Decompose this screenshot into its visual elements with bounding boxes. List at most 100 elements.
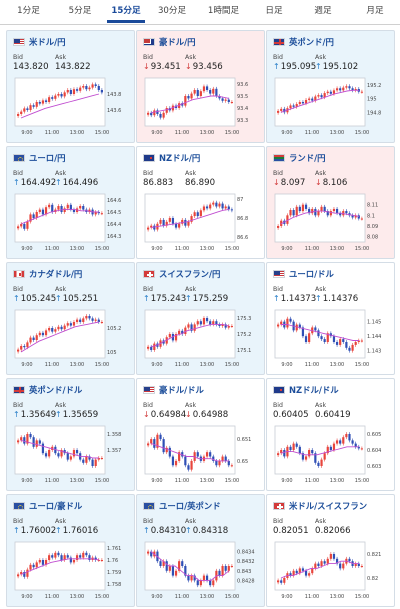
candle-body: [69, 323, 72, 326]
y-tick-label: 143.6: [107, 108, 121, 114]
candle-body: [75, 555, 79, 560]
candle-body: [69, 204, 72, 210]
candle-body: [345, 434, 348, 438]
tab-2[interactable]: 15分足: [103, 0, 149, 24]
card-header: ユーロ/円: [13, 152, 66, 164]
x-tick-label: 9:00: [21, 362, 32, 368]
currency-pair-link[interactable]: 豪ドル/ドル: [159, 385, 204, 395]
bid-label: Bid: [273, 518, 283, 525]
ask-value: 0.82066: [315, 526, 351, 536]
candle-body: [159, 434, 162, 440]
tab-5[interactable]: 日足: [265, 6, 283, 16]
candle-body: [82, 318, 85, 322]
currency-pair-link[interactable]: ユーロ/ドル: [289, 269, 334, 279]
rate-card-cadjpy[interactable]: カナダドル/円 Bid ↑105.245 Ask ↑105.251 105.2 105 9:0…: [6, 262, 135, 375]
y-tick-label: 93.3: [237, 118, 248, 124]
tab-7[interactable]: 月足: [366, 6, 384, 16]
y-tick-label: 1.761: [107, 546, 121, 552]
candle-body: [212, 456, 215, 461]
flag-us-icon: [13, 38, 25, 46]
candle-body: [320, 459, 323, 466]
x-tick-label: 15:00: [355, 246, 369, 252]
candle-body: [79, 87, 82, 91]
x-tick-label: 13:00: [200, 130, 214, 136]
bid-label: Bid: [273, 286, 283, 293]
currency-pair-link[interactable]: 英ポンド/ドル: [29, 385, 83, 395]
rate-card-gbpusd[interactable]: 英ポンド/ドル Bid ↑1.35649 Ask ↑1.35659 1.358 1.357 9…: [6, 378, 135, 491]
candle-body: [184, 219, 187, 226]
y-tick-label: 0.604: [367, 448, 381, 454]
candle-body: [196, 321, 199, 325]
candle-body: [345, 211, 348, 214]
arrow-down-icon: ↓: [185, 410, 192, 419]
currency-pair-link[interactable]: カナダドル/円: [29, 269, 83, 279]
rate-card-audjpy[interactable]: 豪ドル/円 Bid ↓93.451 Ask ↓93.456 93.6 93.5 93.4 93.…: [136, 30, 265, 143]
x-tick-label: 11:00: [175, 362, 189, 368]
currency-pair-link[interactable]: NZドル/円: [159, 153, 201, 163]
candle-body: [153, 343, 156, 350]
rate-card-audusd[interactable]: 豪ドル/ドル Bid ↓0.64984 Ask ↓0.64988 0.651 0.65 9:0…: [136, 378, 265, 491]
candle-body: [335, 440, 339, 444]
currency-pair-link[interactable]: スイスフラン/円: [159, 269, 221, 279]
rate-card-zarjpy[interactable]: ランド/円 Bid ↓8.097 Ask ↓8.106 8.11 8.1 8.09 8.08 9:…: [266, 146, 395, 259]
candle-body: [97, 212, 100, 214]
candle-body: [159, 561, 162, 566]
arrow-up-icon: ↑: [13, 410, 20, 419]
tab-6[interactable]: 週足: [314, 6, 332, 16]
tab-3[interactable]: 30分足: [157, 6, 187, 16]
rate-card-eurgbp[interactable]: ユーロ/英ポンド Bid ↑0.84310 Ask ↑0.84318 0.8434 0.84…: [136, 494, 265, 607]
rate-card-nzdjpy[interactable]: NZドル/円 Bid 86.883 Ask 86.890 87 86.8 86.6 9:00 11…: [136, 146, 265, 259]
candle-body: [357, 563, 360, 566]
candle-body: [150, 346, 153, 350]
bid-label: Bid: [13, 54, 23, 61]
bid-label: Bid: [13, 402, 23, 409]
candle-body: [174, 223, 178, 228]
bid-price: ↓93.451: [143, 62, 181, 72]
rate-card-usdjpy[interactable]: 米ドル/円 Bid 143.820 Ask 143.822 143.8 143.6 9:00 1…: [6, 30, 135, 143]
currency-pair-link[interactable]: 米ドル/スイスフラン: [289, 501, 368, 511]
rate-card-nzdusd[interactable]: NZドル/ドル Bid 0.60405 Ask 0.60419 0.605 0.604 0.6…: [266, 378, 395, 491]
rate-card-usdchf[interactable]: 米ドル/スイスフラン Bid 0.82051 Ask 0.82066 0.821 0.82 9…: [266, 494, 395, 607]
currency-pair-link[interactable]: 米ドル/円: [29, 37, 66, 47]
candle-body: [357, 215, 360, 219]
candle-body: [75, 89, 79, 91]
bid-label: Bid: [13, 286, 23, 293]
currency-pair-link[interactable]: ランド/円: [289, 153, 326, 163]
ask-price: 143.822: [55, 62, 91, 72]
candle-body: [41, 209, 45, 215]
y-tick-label: 93.4: [237, 106, 248, 112]
currency-pair-link[interactable]: 英ポンド/円: [289, 37, 334, 47]
currency-pair-link[interactable]: ユーロ/円: [29, 153, 66, 163]
tab-4[interactable]: 1時間足: [207, 6, 240, 16]
candle-body: [184, 327, 187, 334]
candle-body: [221, 456, 224, 461]
candle-body: [360, 566, 363, 567]
arrow-down-icon: ↓: [185, 62, 192, 71]
candle-body: [209, 580, 212, 586]
currency-pair-link[interactable]: ユーロ/英ポンド: [159, 501, 221, 511]
ask-value: 0.84318: [192, 526, 229, 536]
currency-pair-link[interactable]: NZドル/ドル: [289, 385, 339, 395]
y-tick-label: 1.143: [367, 349, 381, 355]
candle-body: [301, 568, 305, 571]
currency-pair-link[interactable]: ユーロ/豪ドル: [29, 501, 83, 511]
rate-card-eurusd[interactable]: ユーロ/ドル Bid ↑1.14373 Ask ↑1.14376 1.145 1.144 1.…: [266, 262, 395, 375]
x-tick-label: 15:00: [225, 362, 239, 368]
ask-label: Ask: [315, 518, 327, 525]
rate-card-eurjpy[interactable]: ユーロ/円 Bid ↑164.492 Ask ↑164.496 164.6 164.5 164…: [6, 146, 135, 259]
rate-card-euraud[interactable]: ユーロ/豪ドル Bid ↑1.76002 Ask ↑1.76016 1.761 1.76 1.…: [6, 494, 135, 607]
candle-body: [277, 226, 280, 228]
candle-body: [202, 575, 206, 581]
candle-body: [301, 453, 305, 460]
y-tick-label: 105.2: [107, 326, 121, 332]
rate-card-gbpjpy[interactable]: 英ポンド/円 Bid ↑195.095 Ask ↑195.102 195.2 195 194.…: [266, 30, 395, 143]
arrow-up-icon: ↑: [143, 294, 150, 303]
ask-label: Ask: [185, 402, 197, 409]
rate-card-chfjpy[interactable]: スイスフラン/円 Bid ↑175.243 Ask ↑175.259 175.3 175.2…: [136, 262, 265, 375]
ask-price: 0.60419: [315, 410, 351, 420]
candle-body: [348, 434, 351, 441]
candle-body: [26, 434, 29, 444]
tab-0[interactable]: 1分足: [17, 6, 40, 16]
tab-1[interactable]: 5分足: [68, 6, 92, 16]
currency-pair-link[interactable]: 豪ドル/円: [159, 37, 196, 47]
